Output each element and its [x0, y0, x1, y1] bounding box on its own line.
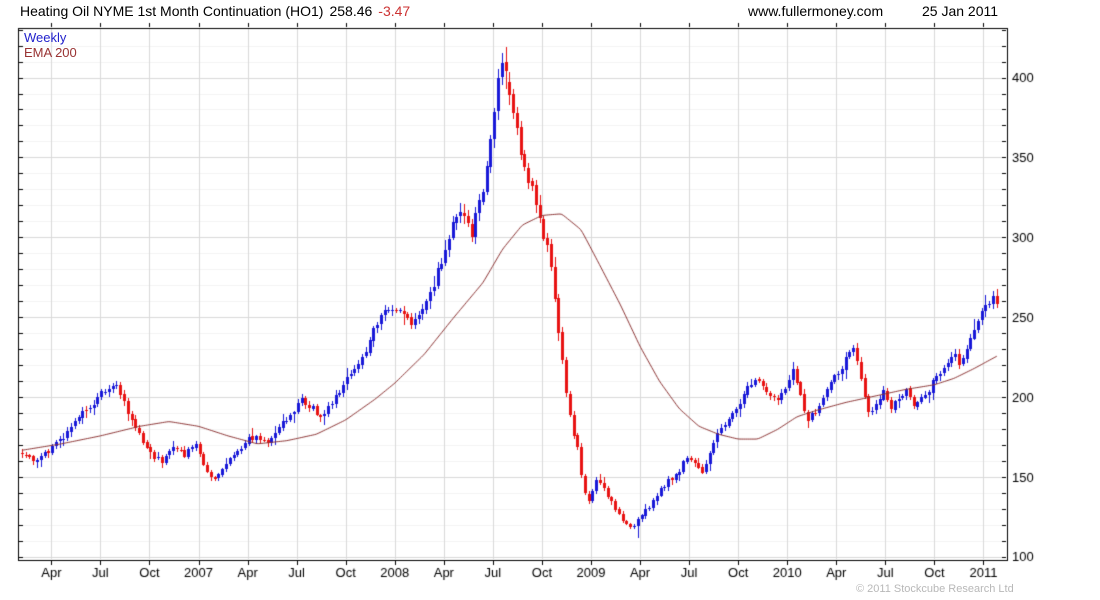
- fullermoney-watermark: www.fullermoney.com: [748, 3, 884, 19]
- legend-weekly: Weekly: [24, 30, 67, 45]
- last-price: 258.46: [329, 3, 373, 19]
- legend-ema-200: EMA 200: [24, 45, 77, 60]
- chart-header: Heating Oil NYME 1st Month Continuation …: [20, 2, 410, 20]
- price-change: -3.47: [378, 3, 411, 19]
- chart-title: Heating Oil NYME 1st Month Continuation …: [20, 3, 324, 19]
- chart-date: 25 Jan 2011: [922, 3, 999, 19]
- copyright-notice: © 2011 Stockcube Research Ltd: [856, 583, 1014, 595]
